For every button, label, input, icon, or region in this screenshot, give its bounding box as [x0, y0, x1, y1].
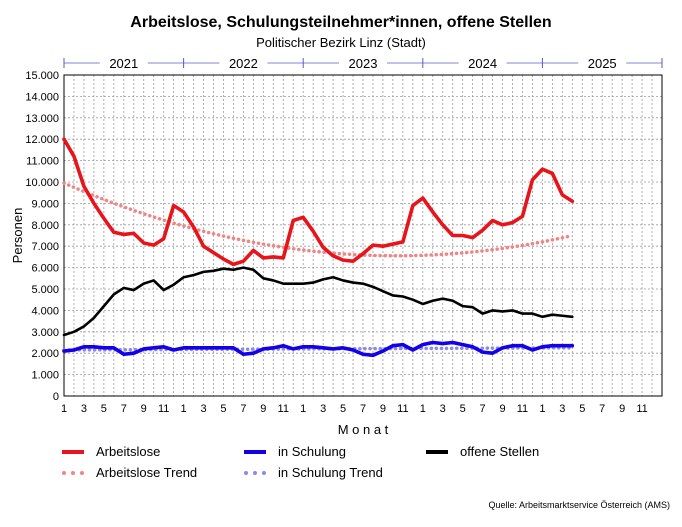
legend-item-in-schulung-trend: in Schulung Trend — [244, 465, 383, 480]
legend-swatch-arbeitslose — [62, 449, 84, 454]
legend-label-arbeitslose-trend: Arbeitslose Trend — [96, 465, 198, 480]
y-tick-label: 4.000 — [31, 305, 59, 317]
x-tick-label: 11 — [278, 403, 289, 415]
x-tick-label: 7 — [599, 403, 605, 415]
y-tick-label: 13.000 — [25, 113, 59, 125]
x-tick-label: 1 — [300, 403, 306, 415]
x-tick-label: 5 — [101, 403, 107, 415]
x-tick-label: 1 — [61, 403, 67, 415]
x-tick-label: 11 — [158, 403, 169, 415]
y-tick-label: 7.000 — [31, 241, 59, 253]
legend-item-arbeitslose-trend: Arbeitslose Trend — [62, 465, 197, 480]
y-tick-label: 12.000 — [25, 134, 59, 146]
year-label: 2024 — [468, 56, 497, 71]
legend-swatch-offene-stellen — [426, 449, 448, 454]
y-tick-label: 14.000 — [25, 91, 59, 103]
x-tick-label: 3 — [559, 403, 565, 415]
y-tick-label: 11.000 — [26, 156, 59, 168]
y-tick-label: 3.000 — [31, 327, 59, 339]
legend-label-in-schulung-trend: in Schulung Trend — [278, 465, 383, 480]
y-tick-label: 15.000 — [25, 70, 59, 82]
y-tick-label: 10.000 — [25, 177, 59, 189]
year-label: 2023 — [349, 56, 378, 71]
x-tick-label: 5 — [340, 403, 346, 415]
year-label: 2025 — [588, 56, 617, 71]
legend-swatch-in-schulung — [244, 449, 266, 454]
x-tick-label: 3 — [440, 403, 446, 415]
x-tick-label: 3 — [81, 403, 87, 415]
legend-label-offene-stellen: offene Stellen — [460, 444, 540, 459]
plot-frame — [63, 74, 663, 397]
legend-swatch-arbeitslose-trend — [62, 470, 84, 475]
y-tick-label: 5.000 — [31, 284, 59, 296]
legend-item-offene-stellen: offene Stellen — [426, 444, 539, 459]
x-tick-label: 11 — [517, 403, 528, 415]
x-tick-label: 5 — [579, 403, 585, 415]
year-label-bg — [219, 55, 268, 70]
chart-title: Arbeitslose, Schulungsteilnehmer*innen, … — [130, 14, 552, 31]
x-tick-label: 9 — [260, 403, 266, 415]
y-tick-label: 2.000 — [31, 348, 59, 360]
x-tick-label: 3 — [200, 403, 206, 415]
legend-label-arbeitslose: Arbeitslose — [96, 444, 161, 459]
y-tick-label: 8.000 — [31, 220, 59, 232]
year-label-bg — [339, 55, 387, 70]
y-axis-title: Personen — [10, 208, 25, 264]
source-note: Quelle: Arbeitsmarktservice Österreich (… — [488, 500, 670, 510]
x-tick-label: 5 — [460, 403, 466, 415]
x-tick-label: 1 — [181, 403, 187, 415]
x-tick-label: 11 — [636, 403, 647, 415]
y-tick-label: 9.000 — [31, 198, 59, 210]
x-tick-label: 7 — [121, 403, 127, 415]
x-tick-label: 9 — [380, 403, 386, 415]
series-line-arbeitslose — [62, 137, 575, 267]
x-tick-label: 7 — [240, 403, 246, 415]
x-tick-label: 5 — [220, 403, 226, 415]
x-tick-label: 11 — [397, 403, 408, 415]
year-label-bg — [458, 55, 507, 70]
x-tick-label: 3 — [320, 403, 326, 415]
y-tick-label: 1.000 — [31, 370, 59, 382]
series-line-arbeitslose-trend — [62, 181, 575, 258]
y-tick-label: 6.000 — [31, 263, 59, 275]
legend-item-in-schulung: in Schulung — [244, 444, 346, 459]
x-tick-label: 9 — [141, 403, 147, 415]
x-tick-label: 7 — [360, 403, 366, 415]
series-line-in-schulung — [62, 340, 575, 358]
legend-swatch-in-schulung-trend — [244, 470, 266, 475]
x-tick-label: 1 — [539, 403, 545, 415]
x-tick-label: 9 — [499, 403, 505, 415]
year-label-bg — [578, 55, 627, 70]
x-tick-label: 7 — [480, 403, 486, 415]
x-tick-label: 1 — [420, 403, 426, 415]
legend-label-in-schulung: in Schulung — [278, 444, 346, 459]
legend-item-arbeitslose: Arbeitslose — [62, 444, 160, 459]
year-label: 2022 — [229, 56, 258, 71]
chart-subtitle: Politischer Bezirk Linz (Stadt) — [256, 35, 426, 50]
series-line-offene-stellen — [62, 266, 574, 337]
x-tick-label: 9 — [619, 403, 625, 415]
x-axis-title: M o n a t — [338, 422, 389, 437]
year-label-bg — [99, 55, 148, 70]
year-label: 2021 — [109, 56, 138, 71]
y-tick-label: 0 — [53, 391, 59, 403]
